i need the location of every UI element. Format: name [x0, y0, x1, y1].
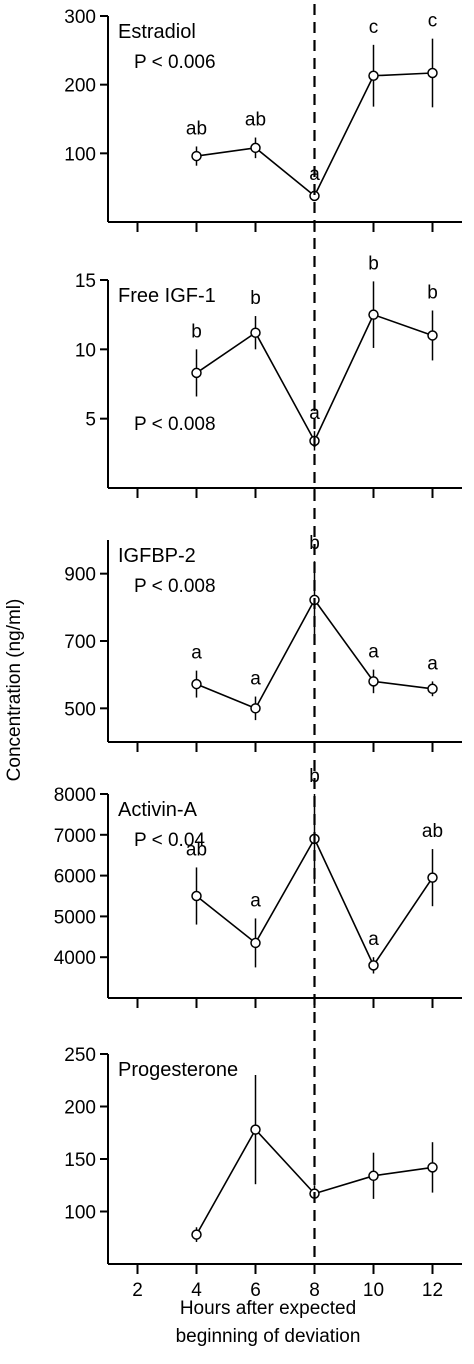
data-point [427, 872, 438, 883]
significance-letter: a [191, 643, 202, 664]
p-value: P < 0.008 [134, 414, 216, 435]
significance-letter: a [427, 653, 438, 674]
data-point [427, 1162, 438, 1173]
y-tick-label: 900 [64, 565, 96, 586]
y-tick-label: 10 [75, 340, 96, 361]
y-axis-label: Concentration (ng/ml) [4, 599, 25, 782]
significance-letter: ab [186, 118, 207, 139]
x-tick-label: 10 [363, 1280, 384, 1301]
significance-letter: c [369, 17, 379, 38]
data-point [191, 1229, 202, 1240]
x-axis: 2 4 6 8 10 12 [132, 1280, 443, 1301]
significance-letter: b [309, 533, 320, 554]
data-point [250, 142, 261, 154]
significance-letter: b [250, 288, 261, 309]
y-tick-label: 200 [64, 1098, 96, 1119]
panel-title: Estradiol [118, 21, 196, 43]
y-tick-label: 8000 [54, 785, 96, 806]
data-point [368, 1170, 379, 1182]
significance-letter: b [191, 321, 202, 342]
data-point [191, 367, 202, 379]
panel-2: 5 10 15 Free IGF-1 P < 0.008 b b a b b [75, 253, 462, 498]
panel-title: Activin-A [118, 799, 198, 821]
p-value: P < 0.008 [134, 576, 216, 597]
significance-letter: a [309, 403, 320, 424]
p-value: P < 0.04 [134, 830, 205, 851]
data-point [427, 67, 438, 79]
y-tick-label: 5 [85, 410, 96, 431]
significance-letter: b [427, 283, 438, 304]
x-tick-label: 2 [132, 1280, 143, 1301]
significance-letter: a [250, 669, 261, 690]
data-point [191, 890, 202, 902]
data-point [368, 960, 379, 971]
panel-title: Progesterone [118, 1059, 238, 1081]
significance-letter: ab [422, 821, 443, 842]
x-axis-label-line2: beginning of deviation [176, 1326, 361, 1347]
panel-3: 500 700 900 IGFBP-2 P < 0.008 a a b a a [64, 533, 462, 752]
significance-letter: b [368, 253, 379, 274]
y-tick-label: 500 [64, 699, 96, 720]
data-point [191, 678, 202, 690]
x-axis-label-line1: Hours after expected [180, 1298, 356, 1319]
x-tick-label: 12 [422, 1280, 443, 1301]
y-tick-label: 5000 [54, 907, 96, 928]
data-point [250, 937, 261, 949]
y-tick-label: 300 [64, 7, 96, 28]
data-point [368, 309, 379, 320]
data-point [250, 327, 261, 338]
panel-title: Free IGF-1 [118, 285, 216, 307]
p-value: P < 0.006 [134, 52, 216, 73]
x-tick-label: 8 [309, 1280, 320, 1301]
y-tick-label: 4000 [54, 948, 96, 969]
significance-letter: ab [186, 839, 207, 860]
data-point [250, 703, 261, 714]
x-tick-label: 4 [191, 1280, 202, 1301]
y-tick-label: 6000 [54, 867, 96, 888]
y-tick-label: 7000 [54, 826, 96, 847]
significance-letter: ab [245, 110, 266, 131]
y-tick-label: 150 [64, 1150, 96, 1171]
significance-letter: a [250, 890, 261, 911]
data-point [191, 150, 202, 162]
significance-letter: c [428, 11, 438, 32]
significance-letter: a [368, 929, 379, 950]
data-point [427, 683, 438, 695]
x-tick-label: 6 [250, 1280, 261, 1301]
y-tick-label: 250 [64, 1045, 96, 1066]
data-point [368, 676, 379, 687]
y-tick-label: 700 [64, 632, 96, 653]
data-point [250, 1124, 261, 1135]
significance-letter: a [368, 642, 379, 663]
y-tick-label: 100 [64, 1203, 96, 1224]
y-tick-label: 15 [75, 271, 96, 292]
data-point [427, 330, 438, 341]
y-tick-label: 100 [64, 144, 96, 165]
data-point [368, 70, 379, 81]
significance-letter: b [309, 766, 320, 787]
y-tick-label: 200 [64, 76, 96, 97]
panel-5: 100 150 200 250 Progesterone [64, 1045, 462, 1274]
panel-title: IGFBP-2 [118, 545, 196, 567]
